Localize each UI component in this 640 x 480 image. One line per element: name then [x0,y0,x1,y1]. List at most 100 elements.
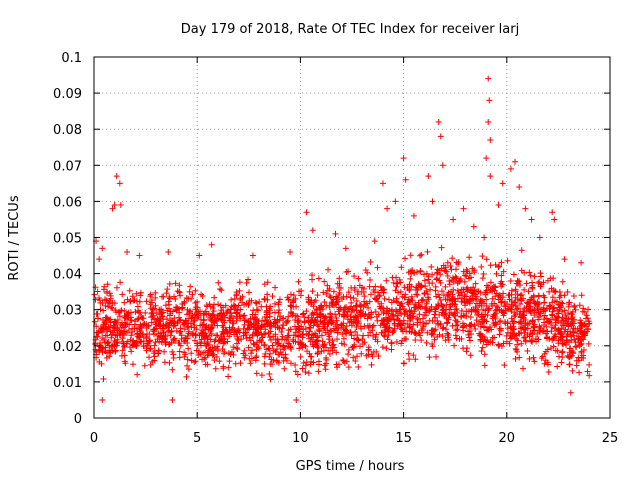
data-point [293,396,300,403]
data-point [471,269,478,276]
data-point [321,278,328,285]
data-point [293,312,300,319]
data-point [116,313,123,320]
data-point [507,335,514,342]
data-point [343,293,350,300]
data-point [433,276,440,283]
data-point [265,330,272,337]
data-point [573,330,580,337]
data-point [172,280,179,287]
data-point [211,338,218,345]
data-point [544,328,551,335]
data-point [390,311,397,318]
data-point [491,322,498,329]
data-point [522,205,529,212]
data-point [443,301,450,308]
data-point [580,352,587,359]
data-point [245,344,252,351]
data-point [481,234,488,241]
data-point [287,248,294,255]
data-point [246,299,253,306]
data-point [468,330,475,337]
data-point [556,294,563,301]
data-point [412,356,419,363]
data-point [316,311,323,318]
data-point [128,348,135,355]
data-point [482,291,489,298]
data-point [348,299,355,306]
data-point [155,350,162,357]
data-point [463,273,470,280]
data-point [276,296,283,303]
data-point [292,368,299,375]
data-point [102,347,109,354]
data-point [313,338,320,345]
data-point [342,245,349,252]
data-point [188,357,195,364]
data-point [531,293,538,300]
data-point [324,282,331,289]
data-point [307,361,314,368]
data-point [167,319,174,326]
data-point [383,345,390,352]
data-point [267,322,274,329]
data-point [346,319,353,326]
data-point [108,334,115,341]
data-point [409,310,416,317]
data-point [146,337,153,344]
data-point [375,311,382,318]
data-point [413,284,420,291]
data-point [353,298,360,305]
data-point [307,353,314,360]
data-point [497,280,504,287]
data-point [198,291,205,298]
data-point [298,341,305,348]
data-point [449,300,456,307]
data-point [120,332,127,339]
data-point [94,288,101,295]
data-point [281,365,288,372]
data-point [256,337,263,344]
data-point [305,319,312,326]
data-point [326,350,333,357]
data-point [498,283,505,290]
data-point [360,340,367,347]
data-point [166,301,173,308]
data-point [211,294,218,301]
data-point [500,290,507,297]
data-point [563,320,570,327]
data-point [116,180,123,187]
data-point [241,312,248,319]
data-point [226,317,233,324]
data-point [315,368,322,375]
data-point [396,306,403,313]
data-point [416,330,423,337]
data-point [196,252,203,259]
data-point [335,308,342,315]
data-point [266,334,273,341]
data-point [406,281,413,288]
data-point [390,279,397,286]
data-point [551,289,558,296]
data-point [546,288,553,295]
data-point [428,263,435,270]
data-point [228,312,235,319]
data-point [493,270,500,277]
data-point [368,351,375,358]
data-point [326,339,333,346]
data-point [376,292,383,299]
data-point [466,327,473,334]
data-point [254,330,261,337]
data-point [327,318,334,325]
data-point [415,299,422,306]
data-point [537,283,544,290]
data-point [205,323,212,330]
data-point [481,362,488,369]
data-point [528,338,535,345]
data-point [479,319,486,326]
data-point [100,286,107,293]
data-point [184,324,191,331]
data-point [568,347,575,354]
data-point [283,318,290,325]
data-point [276,351,283,358]
